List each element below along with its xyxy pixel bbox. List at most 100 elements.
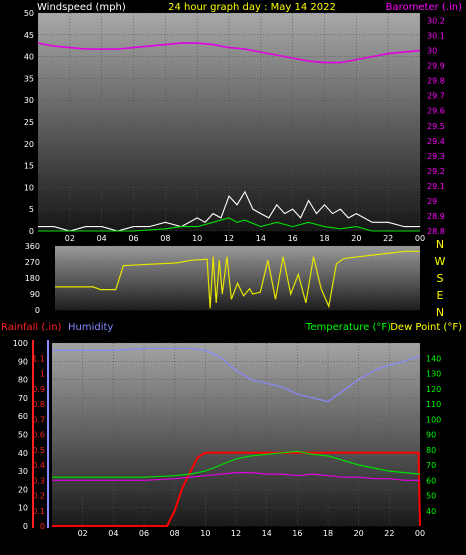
temperature-y-tick: 60 [426, 476, 436, 485]
temperature-y-tick: 110 [426, 400, 441, 409]
x-tick-label: 02 [78, 529, 88, 538]
direction-y-tick: 270 [25, 258, 40, 267]
humidity-y-tick: 50 [18, 431, 28, 440]
temperature-title: Temperature (°F) [305, 322, 391, 333]
graph-title: 24 hour graph day : May 14 2022 [168, 2, 336, 13]
x-tick-label: 10 [192, 234, 202, 243]
x-tick-label: 06 [139, 529, 149, 538]
temperature-y-tick: 40 [426, 507, 436, 516]
humidity-series-3 [52, 472, 420, 481]
wind-y-tick: 30 [24, 96, 34, 105]
x-tick-label: 16 [288, 234, 298, 243]
wind-y-tick: 15 [24, 162, 34, 171]
barometer-y-tick: 29.8 [427, 77, 445, 86]
direction-y-tick: 90 [30, 290, 40, 299]
humidity-y-tick: 90 [18, 357, 28, 366]
wind-series-2 [38, 217, 420, 232]
barometer-y-tick: 30.1 [427, 32, 445, 41]
rain-y-tick: 0.9 [32, 385, 45, 394]
compass-label: S [437, 272, 444, 285]
humidity-title: Humidity [68, 322, 113, 333]
rain-y-tick: 0.8 [32, 400, 45, 409]
temperature-y-tick: 130 [426, 370, 441, 379]
humidity-y-tick: 20 [18, 485, 28, 494]
rain-y-tick: 0.6 [32, 431, 45, 440]
direction-y-tick: 180 [25, 274, 40, 283]
direction-y-tick: 360 [25, 242, 40, 251]
rain-y-tick: 1.1 [32, 354, 45, 363]
rain-y-tick: 0.4 [32, 461, 45, 470]
humidity-y-tick: 70 [18, 394, 28, 403]
humidity-y-tick: 30 [18, 467, 28, 476]
x-tick-label: 20 [354, 529, 364, 538]
wind-y-tick: 45 [24, 31, 34, 40]
x-tick-label: 18 [323, 529, 333, 538]
barometer-y-tick: 30.2 [427, 17, 445, 26]
barometer-y-tick: 29.6 [427, 107, 445, 116]
humidity-y-tick: 40 [18, 449, 28, 458]
x-tick-label: 10 [200, 529, 210, 538]
x-tick-label: 00 [415, 234, 425, 243]
barometer-y-tick: 29.4 [427, 137, 445, 146]
barometer-y-tick: 29.9 [427, 62, 445, 71]
x-tick-label: 20 [351, 234, 361, 243]
compass-label: E [437, 289, 444, 302]
temperature-y-tick: 80 [426, 446, 436, 455]
rain-y-tick: 0.2 [32, 492, 45, 501]
rain-y-tick: 0.5 [32, 446, 45, 455]
barometer-y-tick: 29.3 [427, 152, 445, 161]
x-tick-label: 04 [108, 529, 118, 538]
rain-y-tick: 0.1 [32, 507, 45, 516]
barometer-y-tick: 28.9 [427, 212, 445, 221]
humidity-series-2 [52, 450, 421, 478]
temperature-y-tick: 140 [426, 354, 441, 363]
x-tick-label: 22 [384, 529, 394, 538]
x-tick-label: 16 [292, 529, 302, 538]
humidity-y-tick: 80 [18, 376, 28, 385]
humidity-y-tick: 0 [23, 522, 28, 531]
direction-series [55, 250, 420, 309]
humidity-series-0 [52, 347, 421, 403]
humidity-y-tick: 60 [18, 412, 28, 421]
barometer-y-tick: 29.2 [427, 167, 445, 176]
wind-y-tick: 20 [24, 140, 34, 149]
humidity-y-tick: 100 [13, 339, 28, 348]
x-tick-label: 04 [97, 234, 107, 243]
compass-label: W [435, 255, 446, 268]
wind-y-tick: 5 [29, 205, 34, 214]
windspeed-title: Windspeed (mph) [37, 2, 126, 13]
dewpoint-title: Dew Point (°F) [390, 322, 462, 333]
x-tick-label: 00 [415, 529, 425, 538]
barometer-y-tick: 29.1 [427, 182, 445, 191]
rain-y-tick: 0.3 [32, 476, 45, 485]
barometer-title: Barometer (.in) [386, 2, 462, 13]
x-tick-label: 22 [383, 234, 393, 243]
wind-y-tick: 40 [24, 53, 34, 62]
x-tick-label: 18 [319, 234, 329, 243]
temperature-y-tick: 120 [426, 385, 441, 394]
direction-y-tick: 0 [35, 306, 40, 315]
compass-label: N [436, 238, 444, 251]
rain-y-tick: 0 [40, 522, 45, 531]
rain-y-tick: 1 [40, 370, 45, 379]
barometer-y-tick: 28.8 [427, 227, 445, 236]
temperature-y-tick: 90 [426, 431, 436, 440]
compass-label: N [436, 306, 444, 319]
barometer-y-tick: 29 [427, 197, 437, 206]
x-tick-label: 06 [128, 234, 138, 243]
wind-y-tick: 50 [24, 9, 34, 18]
wind-series-1 [38, 190, 420, 232]
humidity-y-tick: 10 [18, 504, 28, 513]
barometer-y-tick: 30 [427, 47, 437, 56]
temperature-y-tick: 70 [426, 461, 436, 470]
barometer-y-tick: 29.5 [427, 122, 445, 131]
x-tick-label: 14 [262, 529, 272, 538]
wind-y-tick: 10 [24, 183, 34, 192]
x-tick-label: 12 [231, 529, 241, 538]
rainfall-title: Rainfall (.in) [1, 322, 62, 333]
wind-y-tick: 35 [24, 74, 34, 83]
rain-y-tick: 0.7 [32, 415, 45, 424]
wind-y-tick: 25 [24, 118, 34, 127]
barometer-y-tick: 29.7 [427, 92, 445, 101]
